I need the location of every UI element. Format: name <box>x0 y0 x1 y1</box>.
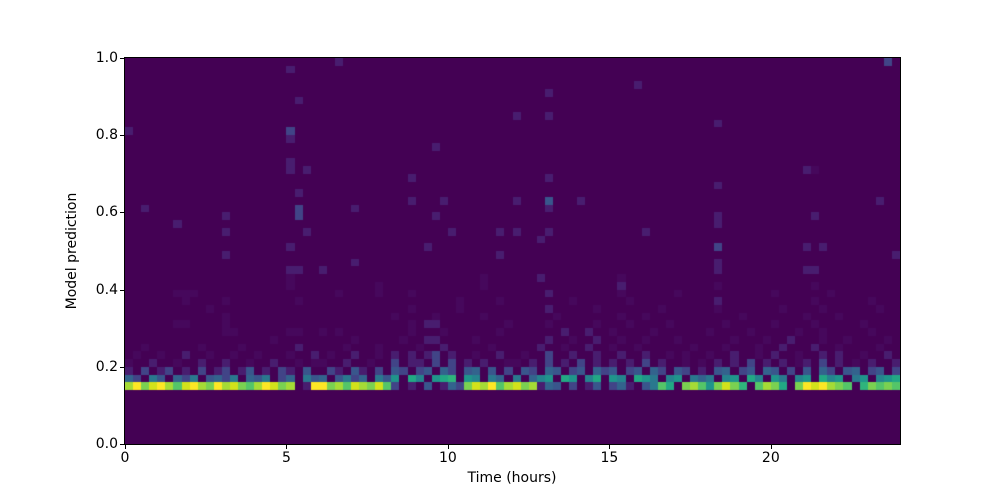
y-tick-label: 0.4 <box>95 281 118 298</box>
y-tick-label: 1.0 <box>95 50 118 66</box>
y-tick-mark <box>120 366 124 368</box>
x-tick-mark <box>286 445 288 449</box>
y-tick-mark <box>120 444 124 445</box>
y-tick-mark <box>120 58 124 59</box>
y-tick-mark <box>120 135 124 137</box>
x-tick-label: 0 <box>120 450 130 466</box>
x-tick-mark <box>770 445 772 449</box>
x-tick-mark <box>609 445 611 449</box>
x-tick-label: 10 <box>438 450 457 466</box>
x-tick-label: 5 <box>281 450 291 466</box>
y-tick-label: 0.6 <box>95 204 118 221</box>
x-tick-label: 20 <box>761 450 780 466</box>
x-tick-mark <box>447 445 449 449</box>
y-tick-label: 0.2 <box>95 358 118 375</box>
y-tick-label: 0.8 <box>95 127 118 144</box>
plot-area <box>124 57 901 445</box>
y-tick-mark <box>120 212 124 214</box>
x-tick-mark <box>125 445 126 449</box>
x-axis-label: Time (hours) <box>467 470 557 486</box>
x-tick-label: 15 <box>600 450 619 466</box>
y-tick-mark <box>120 289 124 291</box>
y-tick-label: 0.0 <box>95 436 118 452</box>
heatmap-canvas <box>125 58 900 444</box>
